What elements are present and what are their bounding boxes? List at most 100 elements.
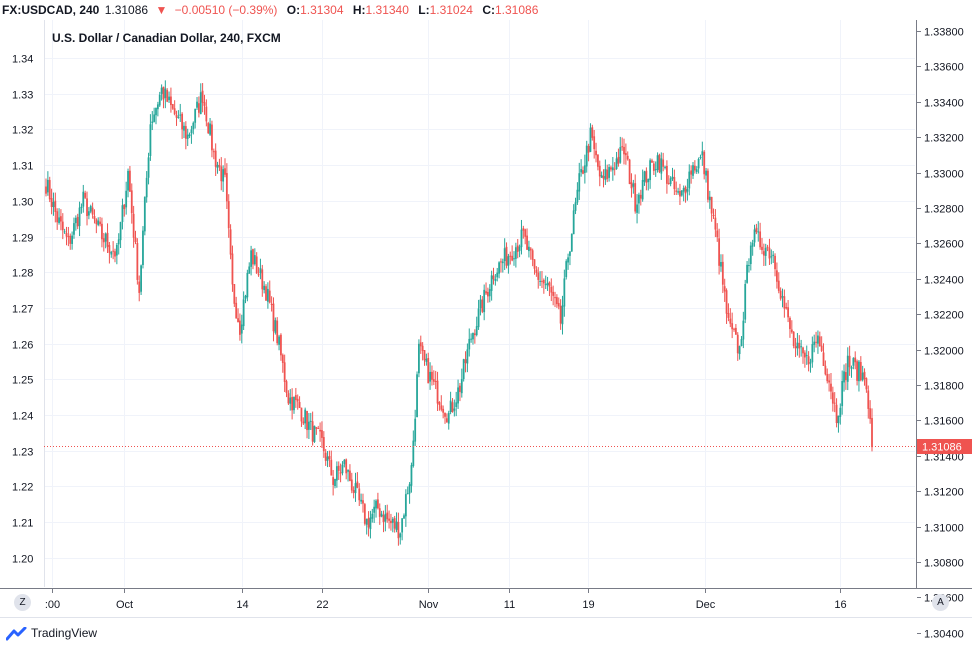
candle-body — [52, 201, 55, 208]
right-axis-background — [917, 20, 972, 588]
candle-body — [817, 335, 819, 344]
candle-body — [692, 165, 694, 176]
candle-body — [677, 191, 679, 193]
candle-body — [438, 402, 441, 405]
candle-body — [546, 283, 549, 286]
candle-body — [636, 204, 638, 213]
symbol-label[interactable]: FX:USDCAD, 240 — [2, 3, 100, 17]
candle-body — [352, 490, 355, 493]
candle-body — [214, 150, 217, 167]
right-axis-label: 1.30400 — [924, 629, 964, 641]
candle-body — [388, 518, 390, 521]
candle-body — [660, 158, 663, 174]
candle-body — [858, 361, 860, 382]
time-axis-label: 19 — [582, 599, 594, 611]
auto-scale-button[interactable]: A — [932, 594, 949, 611]
zoom-button[interactable]: Z — [14, 594, 31, 611]
candle-body — [369, 517, 372, 530]
candle-body — [587, 145, 590, 153]
candle-body — [509, 255, 512, 257]
candle-body — [218, 165, 221, 167]
candle-body — [481, 299, 484, 312]
candle-body — [298, 401, 301, 408]
candle-body — [112, 250, 115, 252]
candle-body — [63, 231, 66, 233]
left-axis-label: 1.23 — [12, 447, 33, 459]
candle-body — [682, 188, 685, 192]
candle-body — [869, 408, 872, 420]
candle-body — [257, 274, 260, 276]
candle-body — [93, 216, 96, 220]
candle-body — [268, 290, 271, 303]
candle-body — [764, 247, 767, 256]
candle-body — [87, 211, 90, 216]
right-axis-label: 1.32000 — [924, 346, 964, 358]
candle-body — [585, 145, 588, 167]
candle-body — [871, 417, 873, 448]
candle-body — [50, 198, 53, 207]
candlestick-series — [45, 80, 873, 546]
candle-body — [242, 299, 245, 327]
candle-body — [652, 163, 655, 171]
candle-body — [619, 147, 622, 163]
candle-body — [362, 500, 364, 504]
candle-body — [197, 103, 200, 113]
candle-body — [826, 374, 829, 382]
candle-body — [233, 284, 236, 304]
candle-body — [768, 247, 771, 259]
candle-body — [733, 328, 735, 330]
candle-body — [518, 246, 521, 251]
candle-body — [142, 230, 144, 266]
candle-body — [762, 251, 765, 256]
high-label: H: — [352, 3, 366, 17]
tradingview-logo[interactable]: TradingView — [5, 624, 97, 642]
candle-body — [335, 466, 338, 481]
candle-body — [755, 227, 758, 233]
candle-body — [524, 229, 527, 237]
candle-body — [190, 129, 193, 134]
candle-body — [729, 318, 732, 324]
candle-body — [164, 88, 167, 98]
candle-body — [147, 157, 150, 178]
candle-body — [606, 169, 609, 179]
candle-body — [431, 371, 433, 380]
candle-body — [56, 211, 59, 223]
candle-body — [304, 409, 307, 424]
candle-body — [680, 190, 683, 196]
candle-body — [76, 217, 79, 227]
candle-body — [140, 265, 142, 292]
time-axis-label: 22 — [316, 599, 328, 611]
candle-body — [671, 176, 674, 179]
candle-body — [574, 202, 577, 211]
candle-body — [716, 230, 719, 238]
candle-body — [186, 134, 189, 139]
candle-body — [54, 200, 57, 212]
candle-body — [287, 393, 290, 404]
candle-body — [555, 297, 558, 305]
candle-body — [580, 169, 583, 173]
candle-body — [74, 217, 77, 224]
candle-body — [831, 392, 834, 404]
candle-body — [99, 221, 101, 225]
candle-body — [688, 171, 691, 189]
candle-body — [222, 169, 225, 182]
candle-body — [697, 158, 700, 169]
candle-body — [418, 343, 420, 374]
candle-body — [309, 420, 312, 422]
candle-body — [229, 229, 232, 255]
candle-body — [302, 421, 305, 424]
time-axis[interactable]: :00 Oct 14 22 Nov 11 19 Dec 16 — [45, 589, 847, 611]
candle-body — [498, 262, 500, 274]
candle-body — [248, 266, 251, 274]
candle-body — [343, 459, 346, 465]
candle-body — [787, 307, 789, 318]
left-axis-label: 1.22 — [12, 482, 33, 494]
candle-body — [846, 355, 849, 382]
candle-body — [501, 261, 504, 264]
candle-body — [604, 168, 607, 181]
candle-body — [104, 233, 107, 242]
candle-body — [520, 229, 523, 248]
left-axis-label: 1.30 — [12, 197, 33, 209]
candle-body — [71, 235, 74, 244]
